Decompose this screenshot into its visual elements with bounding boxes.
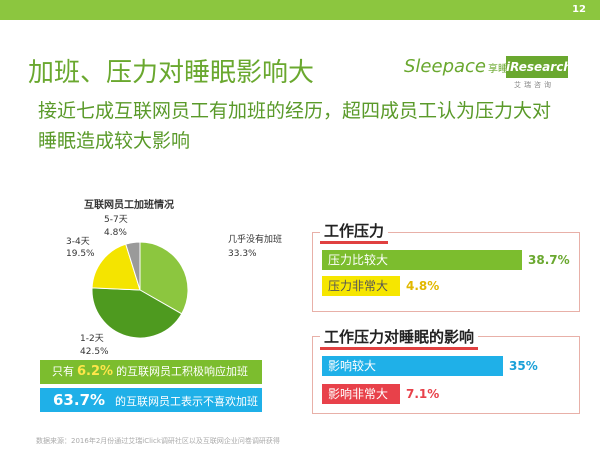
- pie-chart-title: 互联网员工加班情况: [84, 200, 174, 211]
- pie-slice-value: 33.3%: [228, 249, 257, 259]
- bar-label: 压力比较大: [328, 253, 389, 267]
- bar: 压力比较大: [322, 250, 522, 270]
- sleepace-logo-cn: 享睡: [488, 64, 509, 75]
- pie-slice: [91, 243, 141, 291]
- pie-slice-label: 1-2天: [80, 334, 104, 344]
- sleepace-logo-text: Sleepace: [404, 56, 487, 77]
- page-subtitle: 接近七成互联网员工有加班的经历，超四成员工认为压力大对睡眠造成较大影响: [38, 100, 552, 152]
- pie-chart: 几乎没有加班 33.3% 1-2天 42.5% 3-4天 19.5% 5-7天 4.8%: [66, 215, 282, 357]
- bar-value: 7.1%: [406, 387, 440, 401]
- callout-dislike-text: 的互联网员工表示不喜欢加班: [115, 395, 259, 408]
- page-number: 12: [572, 4, 586, 15]
- pie-slice: [139, 241, 189, 315]
- sleep-impact-title: 工作压力对睡眠的影响: [320, 326, 479, 350]
- bar-value: 4.8%: [406, 279, 440, 293]
- source-note: 数据来源：2016年2月份通过艾瑞iClick调研社区以及互联网企业问卷调研获得: [36, 437, 280, 445]
- callout-dislike-value: 63.7%: [53, 391, 106, 409]
- pie-slice: [91, 287, 183, 339]
- work-pressure-title: 工作压力: [320, 220, 389, 244]
- bar: 影响非常大: [322, 384, 400, 404]
- bar-label: 影响非常大: [328, 387, 389, 401]
- top-bar: [0, 0, 600, 20]
- pie-slice-value: 19.5%: [66, 249, 95, 259]
- bar-value: 35%: [509, 359, 538, 373]
- pie-slice: [125, 241, 141, 291]
- pie-slice-label: 3-4天: [66, 237, 90, 247]
- work-pressure-panel: [312, 232, 580, 312]
- pie-slice-label: 5-7天: [104, 215, 128, 225]
- iresearch-logo-cn: 艾瑞咨询: [514, 81, 554, 89]
- bar-value: 38.7%: [528, 253, 570, 267]
- bar: 影响较大: [322, 356, 503, 376]
- page-title: 加班、压力对睡眠影响大: [28, 58, 315, 88]
- bar: 压力非常大: [322, 276, 400, 296]
- pie-slice-label: 几乎没有加班: [228, 233, 282, 245]
- bar-label: 压力非常大: [328, 279, 389, 293]
- iresearch-logo: iResearch: [506, 56, 572, 78]
- pie-slice-value: 42.5%: [80, 347, 109, 357]
- callout-dislike: 63.7% 的互联网员工表示不喜欢加班: [40, 388, 262, 412]
- bar-label: 影响较大: [328, 359, 377, 373]
- callout-proactive-prefix: 只有: [52, 365, 74, 378]
- callout-proactive: 只有 6.2% 的互联网员工积极响应加班: [40, 360, 262, 384]
- callout-proactive-text: 的互联网员工积极响应加班: [116, 365, 249, 378]
- sleepace-logo: Sleepace 享睡: [404, 56, 508, 77]
- callout-proactive-value: 6.2%: [77, 364, 114, 379]
- pie-slice-value: 4.8%: [104, 228, 127, 238]
